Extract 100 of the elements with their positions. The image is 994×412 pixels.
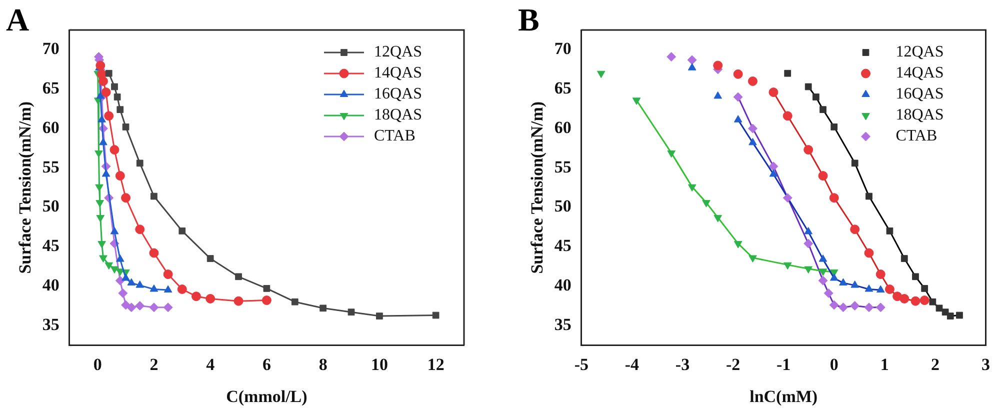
- x-tick-label: 0: [93, 354, 102, 374]
- point: [102, 169, 110, 177]
- chart-title: B: [518, 1, 540, 38]
- point: [783, 262, 792, 270]
- x-tick-label: 12: [427, 354, 444, 374]
- point: [98, 115, 106, 122]
- point: [702, 200, 710, 208]
- x-tick-label: 6: [262, 354, 271, 374]
- point: [864, 248, 874, 258]
- point: [121, 193, 131, 203]
- y-tick-label: 65: [42, 78, 60, 98]
- point: [115, 171, 125, 181]
- legend-label: 18QAS: [896, 106, 944, 124]
- legend-label: 12QAS: [896, 44, 944, 61]
- point: [99, 255, 108, 262]
- point: [829, 300, 839, 310]
- point: [667, 150, 676, 158]
- legend-label: 14QAS: [374, 64, 422, 82]
- point: [748, 76, 758, 86]
- point: [263, 285, 270, 292]
- legend-label: CTAB: [896, 128, 938, 145]
- x-tick-label: -2: [726, 354, 740, 374]
- legend-label: 18QAS: [374, 106, 422, 124]
- point: [110, 226, 119, 234]
- point: [136, 280, 144, 288]
- point: [235, 273, 242, 280]
- point: [376, 312, 383, 320]
- point: [804, 226, 812, 234]
- point: [824, 288, 834, 298]
- point: [714, 91, 722, 99]
- point: [818, 268, 828, 276]
- point: [839, 278, 848, 286]
- point: [96, 60, 106, 70]
- y-tick-label: 35: [554, 314, 572, 334]
- y-tick-label: 40: [554, 275, 572, 294]
- x-tick-label: 3: [982, 354, 990, 374]
- y-tick-label: 60: [42, 118, 60, 137]
- point: [96, 200, 104, 208]
- point: [136, 160, 144, 167]
- point: [127, 278, 136, 286]
- point: [101, 88, 111, 97]
- x-tick-label: 2: [930, 354, 940, 374]
- y-tick-label: 50: [42, 196, 60, 216]
- point: [956, 312, 963, 319]
- point: [838, 302, 848, 312]
- point: [118, 288, 128, 298]
- point: [768, 88, 778, 97]
- x-axis-title: C(mmol/L): [226, 387, 308, 406]
- point: [135, 301, 145, 311]
- point: [95, 184, 104, 192]
- point: [782, 193, 792, 203]
- legend-label: 16QAS: [896, 86, 944, 103]
- point: [866, 192, 872, 200]
- point: [115, 276, 125, 286]
- y-axis-title: Surface Tension(mN/m): [16, 101, 35, 274]
- point: [348, 308, 355, 316]
- point: [812, 94, 820, 100]
- point: [122, 123, 130, 130]
- legend-label: 12QAS: [374, 44, 422, 61]
- point: [206, 255, 214, 262]
- x-tick-label: 1: [880, 354, 889, 374]
- point: [920, 296, 930, 306]
- x-tick-label: -5: [574, 354, 588, 374]
- y-tick-label: 45: [42, 236, 60, 256]
- point: [850, 224, 860, 234]
- point: [149, 302, 159, 312]
- point: [206, 294, 216, 304]
- y-tick-label: 55: [554, 157, 572, 176]
- point: [830, 123, 838, 130]
- point: [96, 215, 105, 222]
- x-axis-title: lnC(mM): [750, 387, 818, 406]
- point: [804, 266, 812, 274]
- point: [116, 254, 124, 262]
- point: [884, 284, 894, 294]
- point: [784, 70, 792, 77]
- point: [164, 285, 172, 293]
- point: [748, 124, 758, 134]
- point: [769, 169, 778, 177]
- y-tick-label: 65: [554, 78, 572, 98]
- point: [876, 285, 885, 293]
- point: [104, 111, 114, 121]
- point: [713, 60, 723, 70]
- point: [110, 266, 119, 274]
- point: [818, 276, 828, 286]
- y-tick-label: 70: [42, 39, 60, 58]
- point: [178, 228, 186, 234]
- point: [666, 52, 676, 62]
- point: [632, 98, 641, 105]
- point: [818, 171, 828, 181]
- x-tick-label: 4: [206, 354, 216, 374]
- point: [98, 241, 106, 248]
- point: [768, 162, 778, 172]
- point: [714, 215, 722, 222]
- point: [830, 273, 838, 281]
- point: [734, 115, 742, 122]
- point: [688, 184, 696, 192]
- x-tick-label: -3: [675, 354, 690, 374]
- point: [110, 145, 120, 155]
- point: [946, 312, 954, 320]
- point: [829, 193, 839, 203]
